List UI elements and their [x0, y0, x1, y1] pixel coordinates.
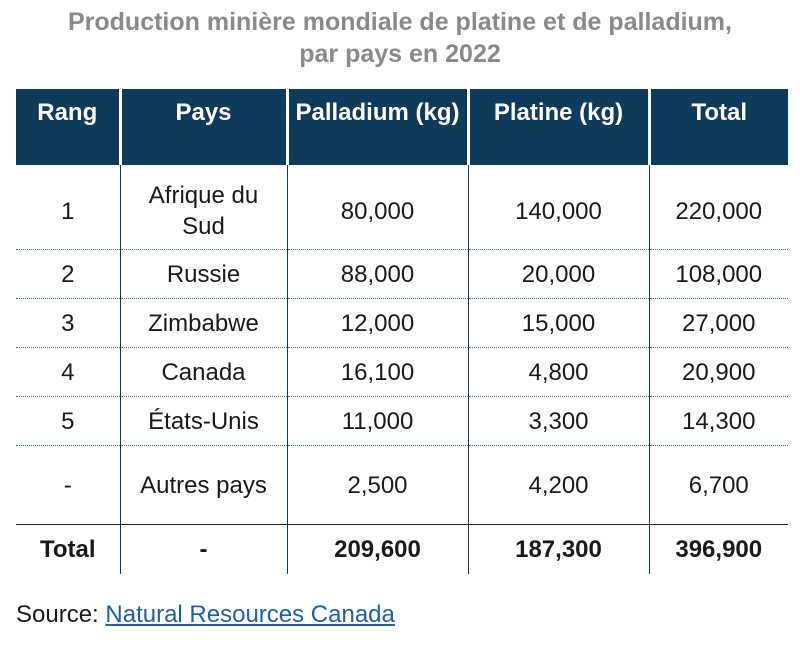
cell-platine: 4,200: [468, 445, 650, 525]
total-pays: -: [120, 524, 288, 574]
cell-pays: Afrique du Sud: [120, 173, 288, 250]
cell-total: 27,000: [649, 298, 788, 348]
header-palladium: Palladium (kg): [287, 89, 470, 165]
cell-pays: États-Unis: [120, 396, 288, 446]
total-row: Total - 209,600 187,300 396,900: [16, 524, 788, 574]
cell-palladium: 11,000: [287, 396, 469, 446]
cell-rang: 5: [16, 396, 121, 446]
table-row: 5 États-Unis 11,000 3,300 14,300: [16, 396, 788, 446]
table-row: - Autres pays 2,500 4,200 6,700: [16, 445, 788, 525]
header-rang: Rang: [16, 89, 122, 165]
cell-palladium: 88,000: [287, 249, 469, 299]
header-platine: Platine (kg): [468, 89, 651, 165]
source-line: Source: Natural Resources Canada: [16, 599, 395, 631]
cell-total: 108,000: [649, 249, 788, 299]
header-pays: Pays: [120, 89, 289, 165]
cell-pays: Autres pays: [120, 445, 288, 525]
total-label: Total: [16, 524, 121, 574]
table-row: 3 Zimbabwe 12,000 15,000 27,000: [16, 298, 788, 348]
cell-platine: 4,800: [468, 347, 650, 397]
cell-palladium: 80,000: [287, 173, 469, 250]
cell-rang: 1: [16, 173, 121, 250]
cell-platine: 20,000: [468, 249, 650, 299]
source-link[interactable]: Natural Resources Canada: [105, 601, 395, 628]
cell-platine: 3,300: [468, 396, 650, 446]
table-row: 2 Russie 88,000 20,000 108,000: [16, 249, 788, 299]
cell-palladium: 12,000: [287, 298, 469, 348]
cell-rang: 3: [16, 298, 121, 348]
table-row: 4 Canada 16,100 4,800 20,900: [16, 347, 788, 397]
chart-title-line-2: par pays en 2022: [299, 40, 501, 68]
cell-platine: 140,000: [468, 173, 650, 250]
source-label: Source:: [16, 601, 99, 628]
cell-total: 6,700: [649, 445, 788, 525]
header-spacer: [16, 165, 788, 173]
total-palladium: 209,600: [287, 524, 469, 574]
header-row: Rang Pays Palladium (kg) Platine (kg) To…: [16, 89, 788, 165]
cell-pays: Russie: [120, 249, 288, 299]
cell-rang: 2: [16, 249, 121, 299]
cell-pays: Zimbabwe: [120, 298, 288, 348]
chart-title: Production minière mondiale de platine e…: [0, 6, 800, 70]
cell-pays: Canada: [120, 347, 288, 397]
table-row: 1 Afrique du Sud 80,000 140,000 220,000: [16, 173, 788, 250]
production-table: Rang Pays Palladium (kg) Platine (kg) To…: [16, 89, 788, 574]
cell-rang: 4: [16, 347, 121, 397]
cell-total: 14,300: [649, 396, 788, 446]
cell-platine: 15,000: [468, 298, 650, 348]
cell-total: 220,000: [649, 173, 788, 250]
total-platine: 187,300: [468, 524, 650, 574]
chart-title-line-1: Production minière mondiale de platine e…: [67, 8, 732, 36]
total-total: 396,900: [675, 536, 763, 563]
cell-palladium: 16,100: [287, 347, 469, 397]
cell-total: 20,900: [649, 347, 788, 397]
header-total: Total: [649, 89, 788, 165]
cell-rang: -: [16, 445, 121, 525]
cell-palladium: 2,500: [287, 445, 469, 525]
